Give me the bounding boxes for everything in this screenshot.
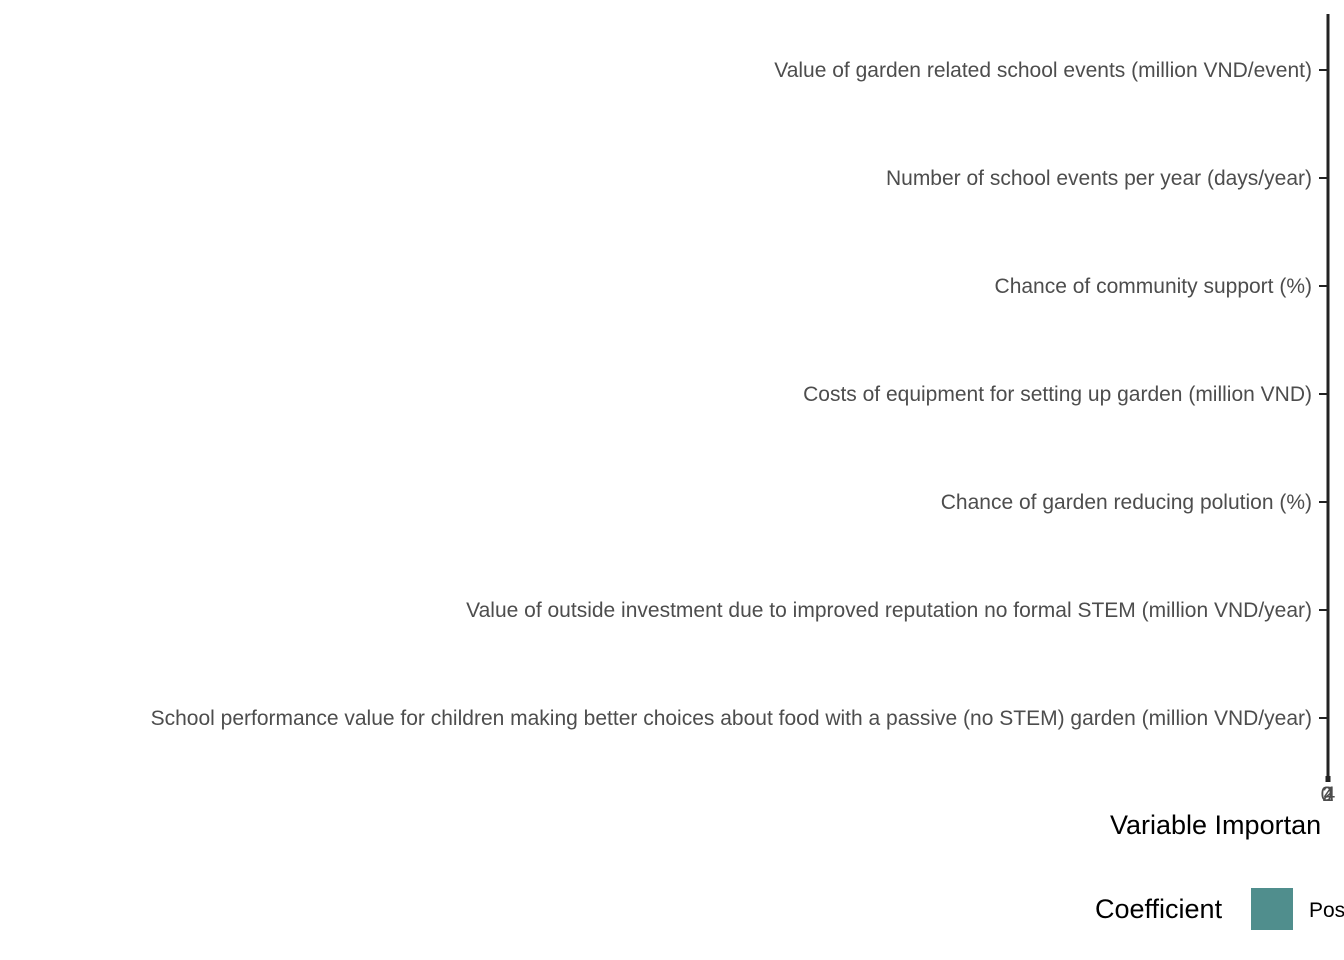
- legend-title: Coefficient: [1095, 894, 1223, 924]
- legend-entries: Pos: [1251, 888, 1344, 930]
- category-label: Value of garden related school events (m…: [774, 59, 1312, 82]
- category-label: School performance value for children ma…: [151, 707, 1312, 730]
- x-axis-ticks: 024: [1321, 776, 1336, 806]
- legend-label: Pos: [1309, 899, 1344, 922]
- x-tick-label: 0: [1321, 783, 1333, 806]
- legend-swatch: [1251, 888, 1293, 930]
- category-labels: Value of garden related school events (m…: [151, 59, 1312, 730]
- legend: Coefficient Pos: [1095, 888, 1344, 930]
- x-tick-label: 4: [1324, 783, 1336, 806]
- y-axis-ticks: [1319, 69, 1328, 719]
- category-label: Value of outside investment due to impro…: [466, 599, 1312, 622]
- x-tick-label: 2: [1322, 783, 1334, 806]
- category-label: Chance of community support (%): [995, 275, 1312, 298]
- x-axis-title: Variable Importan: [1110, 810, 1321, 840]
- category-label: Chance of garden reducing polution (%): [941, 491, 1312, 514]
- category-label: Number of school events per year (days/y…: [886, 167, 1312, 190]
- category-label: Costs of equipment for setting up garden…: [803, 383, 1312, 406]
